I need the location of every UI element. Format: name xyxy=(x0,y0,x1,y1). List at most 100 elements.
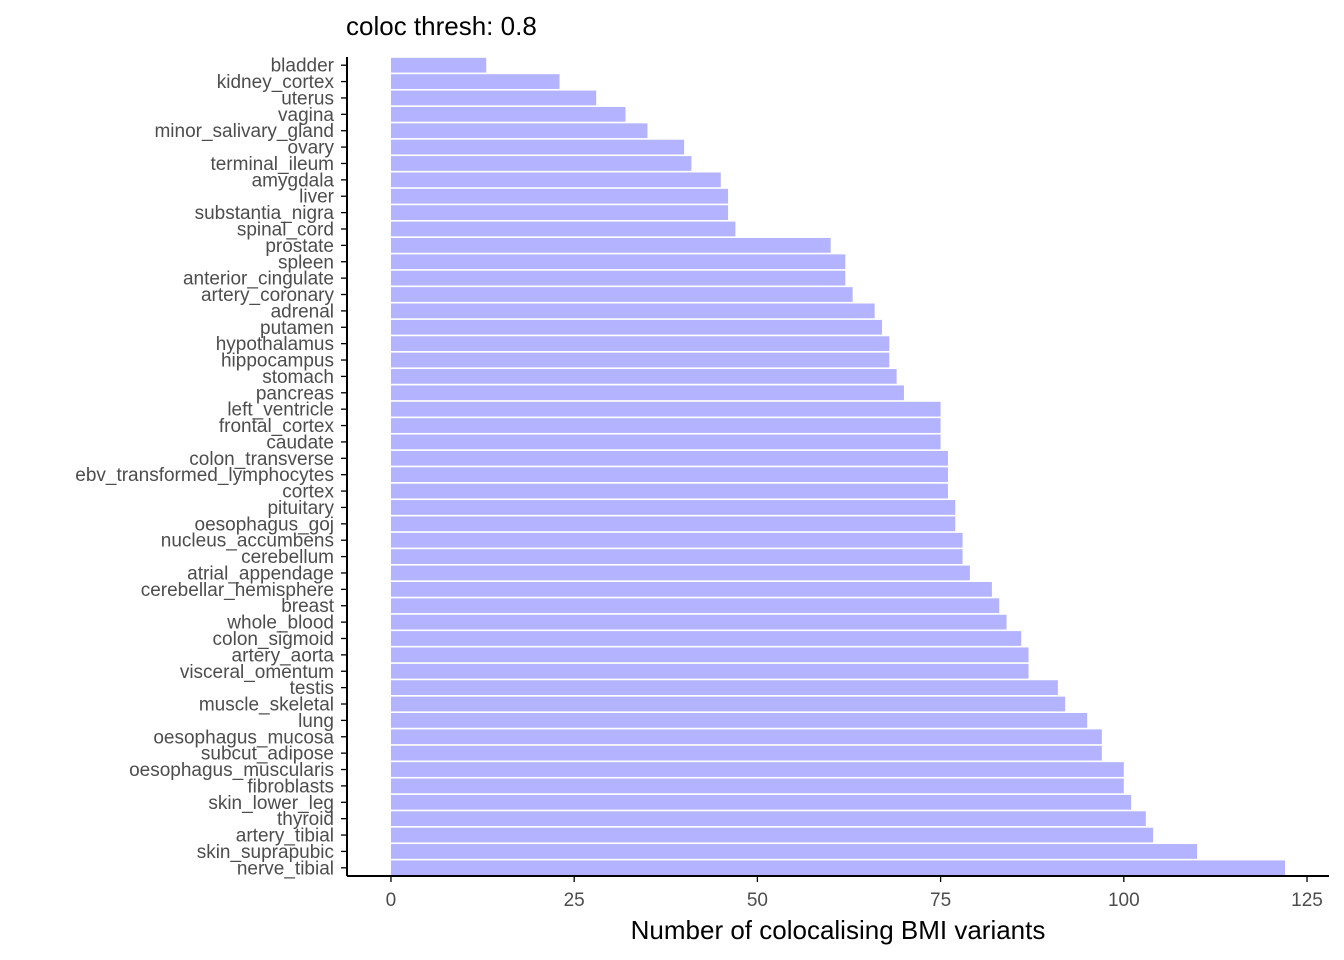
bar-oesophagus_muscularis xyxy=(390,762,1124,777)
bar-spinal_cord xyxy=(390,221,736,237)
bar-ebv_transformed_lymphocytes xyxy=(390,467,948,483)
bar-cerebellar_hemisphere xyxy=(390,581,992,597)
category-label: liver xyxy=(299,187,335,208)
bar-cerebellum xyxy=(390,549,963,564)
category-label: artery_aorta xyxy=(232,645,335,666)
category-label: uterus xyxy=(281,88,334,109)
bars-group xyxy=(390,57,1286,876)
bar-colon_transverse xyxy=(390,450,948,466)
x-tick-label: 125 xyxy=(1291,890,1323,911)
category-label: hippocampus xyxy=(221,351,334,372)
category-label: muscle_skeletal xyxy=(199,695,334,716)
bar-artery_coronary xyxy=(390,287,853,302)
bar-minor_salivary_gland xyxy=(390,123,648,139)
x-tick-label: 25 xyxy=(564,890,585,911)
x-axis: 0 25 50 75 100 125 xyxy=(347,875,1329,911)
bar-visceral_omentum xyxy=(390,663,1029,679)
bar-muscle_skeletal xyxy=(390,696,1066,712)
category-label: oesophagus_muscularis xyxy=(129,760,334,781)
bar-anterior_cingulate xyxy=(390,270,846,286)
bar-prostate xyxy=(390,237,831,253)
category-label: adrenal xyxy=(271,301,334,322)
x-tick-label: 75 xyxy=(930,890,951,911)
category-label: prostate xyxy=(265,236,334,257)
category-label: bladder xyxy=(271,56,335,77)
bar-frontal_cortex xyxy=(390,418,941,433)
category-label: frontal_cortex xyxy=(219,416,335,437)
category-label: pituitary xyxy=(267,498,334,519)
bar-atrial_appendage xyxy=(390,565,970,581)
x-axis-title: Number of colocalising BMI variants xyxy=(631,915,1046,945)
category-label: whole_blood xyxy=(226,613,334,634)
x-tick-label: 100 xyxy=(1108,890,1140,911)
category-label: spinal_cord xyxy=(237,219,334,240)
bar-adrenal xyxy=(390,303,875,319)
bar-substantia_nigra xyxy=(390,205,729,220)
bar-vagina xyxy=(390,106,626,122)
category-label: substantia_nigra xyxy=(195,203,335,224)
bar-nerve_tibial xyxy=(390,860,1286,876)
bar-testis xyxy=(390,680,1058,696)
bar-pancreas xyxy=(390,385,904,401)
category-label: artery_tibial xyxy=(236,826,334,847)
bar-hypothalamus xyxy=(390,336,890,352)
category-label: colon_transverse xyxy=(189,449,334,470)
chart-title: coloc thresh: 0.8 xyxy=(346,11,537,41)
category-label: pancreas xyxy=(256,383,334,404)
category-label: subcut_adipose xyxy=(201,744,334,765)
bar-pituitary xyxy=(390,500,956,515)
bar-breast xyxy=(390,598,1000,614)
bar-oesophagus_goj xyxy=(390,516,956,532)
category-label: lung xyxy=(298,711,334,732)
bar-hippocampus xyxy=(390,352,890,368)
category-label: putamen xyxy=(260,318,334,339)
category-label: stomach xyxy=(262,367,334,388)
category-label: artery_coronary xyxy=(201,285,335,306)
category-label: cortex xyxy=(282,482,334,503)
category-label: oesophagus_mucosa xyxy=(153,727,334,748)
category-label: thyroid xyxy=(277,809,334,830)
x-tick-label: 50 xyxy=(747,890,768,911)
bar-artery_tibial xyxy=(390,827,1154,843)
bar-kidney_cortex xyxy=(390,74,560,89)
category-label: anterior_cingulate xyxy=(183,269,334,290)
bar-left_ventricle xyxy=(390,401,941,417)
category-label: breast xyxy=(281,596,335,617)
bar-artery_aorta xyxy=(390,647,1029,663)
bar-skin_suprapubic xyxy=(390,844,1198,859)
category-label: amygdala xyxy=(252,170,335,191)
x-tick-label: 0 xyxy=(386,890,397,911)
category-label: hypothalamus xyxy=(216,334,334,355)
category-label: fibroblasts xyxy=(247,776,334,797)
category-label: oesophagus_goj xyxy=(195,514,334,535)
bar-oesophagus_mucosa xyxy=(390,729,1102,745)
category-label: ovary xyxy=(288,138,335,159)
category-label: caudate xyxy=(266,432,334,453)
category-label: visceral_omentum xyxy=(180,662,334,683)
bar-putamen xyxy=(390,319,882,335)
bar-liver xyxy=(390,188,729,204)
bar-skin_lower_leg xyxy=(390,794,1132,810)
category-label: spleen xyxy=(278,252,334,273)
bar-bladder xyxy=(390,57,487,73)
bar-uterus xyxy=(390,90,597,106)
category-label: nucleus_accumbens xyxy=(161,531,334,552)
category-label: nerve_tibial xyxy=(237,858,334,879)
bar-amygdala xyxy=(390,172,721,188)
category-labels: bladderkidney_cortexuterusvaginaminor_sa… xyxy=(75,56,334,880)
category-label: left_ventricle xyxy=(227,400,334,421)
bar-ovary xyxy=(390,139,685,155)
category-label: terminal_ileum xyxy=(210,154,334,175)
bar-lung xyxy=(390,713,1088,728)
category-label: testis xyxy=(290,678,334,699)
category-label: kidney_cortex xyxy=(217,72,335,93)
bar-colon_sigmoid xyxy=(390,631,1022,646)
y-axis xyxy=(341,57,348,876)
bar-terminal_ileum xyxy=(390,156,692,171)
bar-subcut_adipose xyxy=(390,745,1102,761)
bar-thyroid xyxy=(390,811,1146,827)
category-label: cerebellar_hemisphere xyxy=(141,580,334,601)
category-label: cerebellum xyxy=(241,547,334,568)
bar-caudate xyxy=(390,434,941,450)
category-label: skin_suprapubic xyxy=(197,842,334,863)
